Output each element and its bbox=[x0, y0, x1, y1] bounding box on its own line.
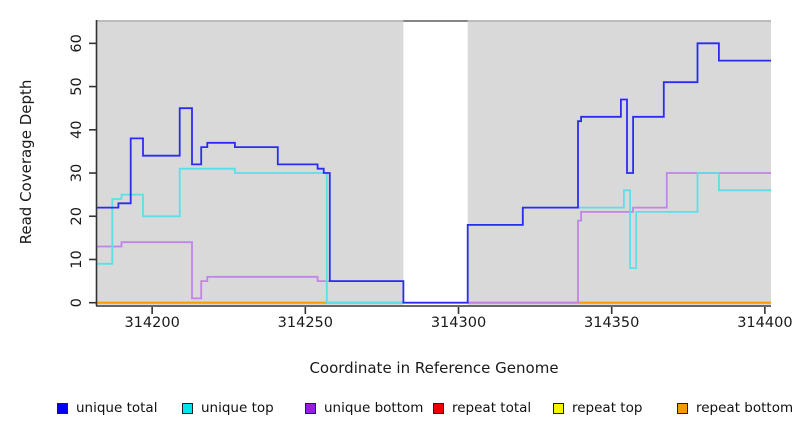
y-tick-label: 60 bbox=[69, 34, 85, 52]
legend-item-repeat-total: repeat total bbox=[433, 398, 531, 418]
legend-label: repeat bottom bbox=[696, 400, 792, 416]
x-tick-label: 314200 bbox=[124, 315, 179, 331]
x-tick-label: 314400 bbox=[737, 315, 792, 331]
x-tick-label: 314300 bbox=[431, 315, 486, 331]
legend-item-unique-top: unique top bbox=[182, 398, 274, 418]
legend-swatch-repeat-top bbox=[553, 402, 564, 414]
legend-swatch-unique-total bbox=[57, 402, 68, 414]
legend-item-unique-total: unique total bbox=[57, 398, 157, 418]
legend-label: repeat total bbox=[452, 400, 532, 416]
legend-swatch-repeat-total bbox=[433, 402, 444, 414]
legend-item-repeat-top: repeat top bbox=[553, 398, 642, 418]
legend: unique total unique top unique bottom re… bbox=[0, 398, 792, 422]
legend-swatch-unique-bottom bbox=[305, 402, 316, 414]
x-tick-label: 314350 bbox=[584, 315, 639, 331]
masked-region bbox=[403, 22, 468, 305]
legend-swatch-repeat-bottom bbox=[677, 402, 688, 414]
legend-item-unique-bottom: unique bottom bbox=[305, 398, 423, 418]
coverage-chart: 0 10 20 30 40 50 60 314200 314250 314300 314350 314… bbox=[17, 20, 792, 377]
y-axis-title: Read Coverage Depth bbox=[17, 80, 35, 245]
y-tick-label: 50 bbox=[69, 77, 85, 95]
legend-label: unique total bbox=[76, 400, 158, 416]
y-tick-label: 20 bbox=[69, 207, 85, 225]
x-tick-label: 314250 bbox=[278, 315, 333, 331]
series-unique-top bbox=[97, 167, 404, 304]
series-unique-bottom bbox=[97, 241, 404, 300]
axes: 0 10 20 30 40 50 60 314200 314250 314300 314350 314… bbox=[69, 20, 792, 331]
y-tick-label: 30 bbox=[69, 164, 85, 182]
series-unique-bottom bbox=[467, 172, 771, 304]
legend-swatch-unique-top bbox=[182, 402, 193, 414]
y-tick-label: 10 bbox=[69, 250, 85, 268]
legend-label: unique top bbox=[201, 400, 274, 416]
x-axis-title: Coordinate in Reference Genome bbox=[309, 359, 558, 377]
y-tick-label: 40 bbox=[69, 121, 85, 139]
legend-label: unique bottom bbox=[324, 400, 424, 416]
legend-label: repeat top bbox=[572, 400, 643, 416]
legend-item-repeat-bottom: repeat bottom bbox=[677, 398, 792, 418]
series-unique-total bbox=[97, 42, 771, 304]
plot-layers: 0 10 20 30 40 50 60 314200 314250 314300 314350 314… bbox=[69, 20, 792, 331]
y-tick-label: 0 bbox=[69, 298, 85, 307]
